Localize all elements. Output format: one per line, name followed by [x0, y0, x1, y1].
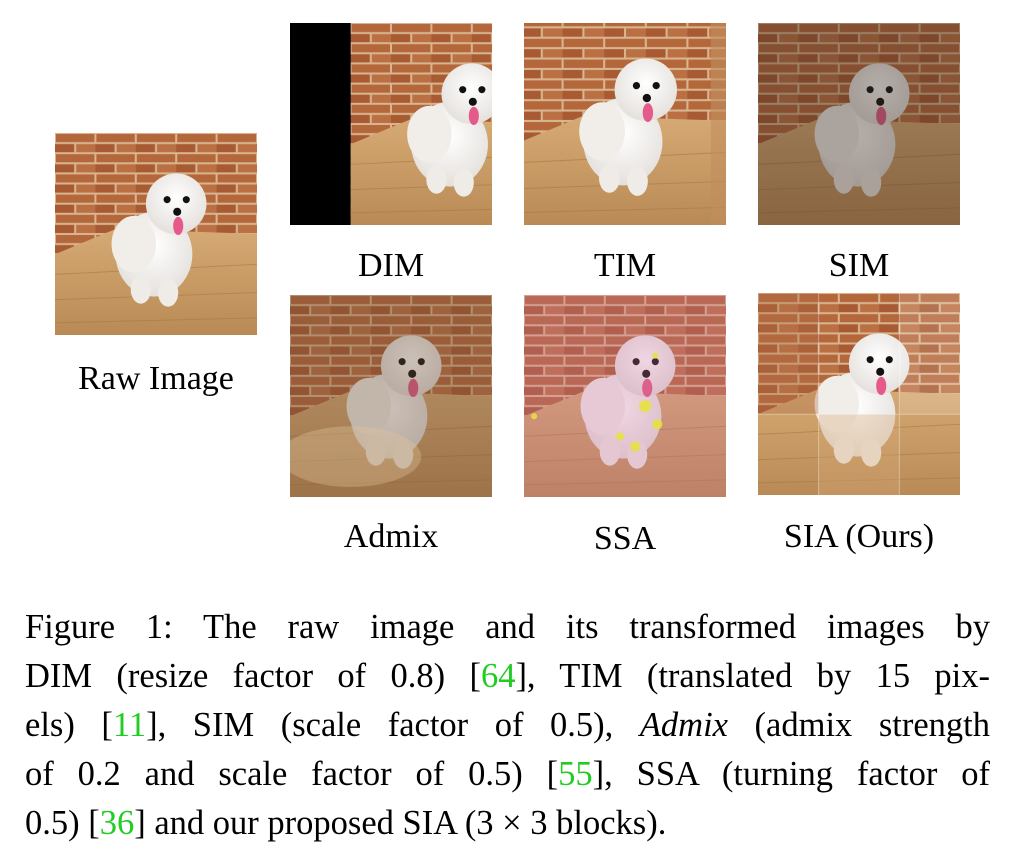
tim-image [524, 23, 726, 225]
dim-image [290, 23, 492, 225]
admix-label: Admix [343, 518, 439, 555]
ssa-label: SSA [593, 520, 657, 557]
sim-label: SIM [828, 247, 890, 284]
citation-link[interactable]: 11 [112, 706, 147, 744]
citation-link[interactable]: 64 [480, 657, 516, 695]
sia-image [758, 293, 960, 495]
tim-label: TIM [593, 247, 657, 284]
ssa-image [524, 295, 726, 497]
admix-image [290, 295, 492, 497]
caption-line-1: Figure 1: The raw image and its transfor… [25, 608, 990, 646]
figure-caption: Figure 1: The raw image and its transfor… [25, 603, 990, 848]
raw-image-label: Raw Image [78, 360, 234, 397]
caption-line-4: of 0.2 and scale factor of 0.5) [55], SS… [25, 755, 991, 793]
citation-link[interactable]: 36 [99, 804, 135, 842]
citation-link[interactable]: 55 [558, 755, 593, 793]
caption-line-5: 0.5) [36] and our proposed SIA (3 × 3 bl… [25, 804, 667, 842]
caption-line-3: els) [11], SIM (scale factor of 0.5), Ad… [25, 706, 990, 744]
raw-image [55, 133, 257, 335]
sim-image [758, 23, 960, 225]
caption-line-2: DIM (resize factor of 0.8) [64], TIM (tr… [25, 657, 990, 695]
sia-label: SIA (Ours) [783, 518, 935, 555]
dim-label: DIM [357, 247, 425, 284]
